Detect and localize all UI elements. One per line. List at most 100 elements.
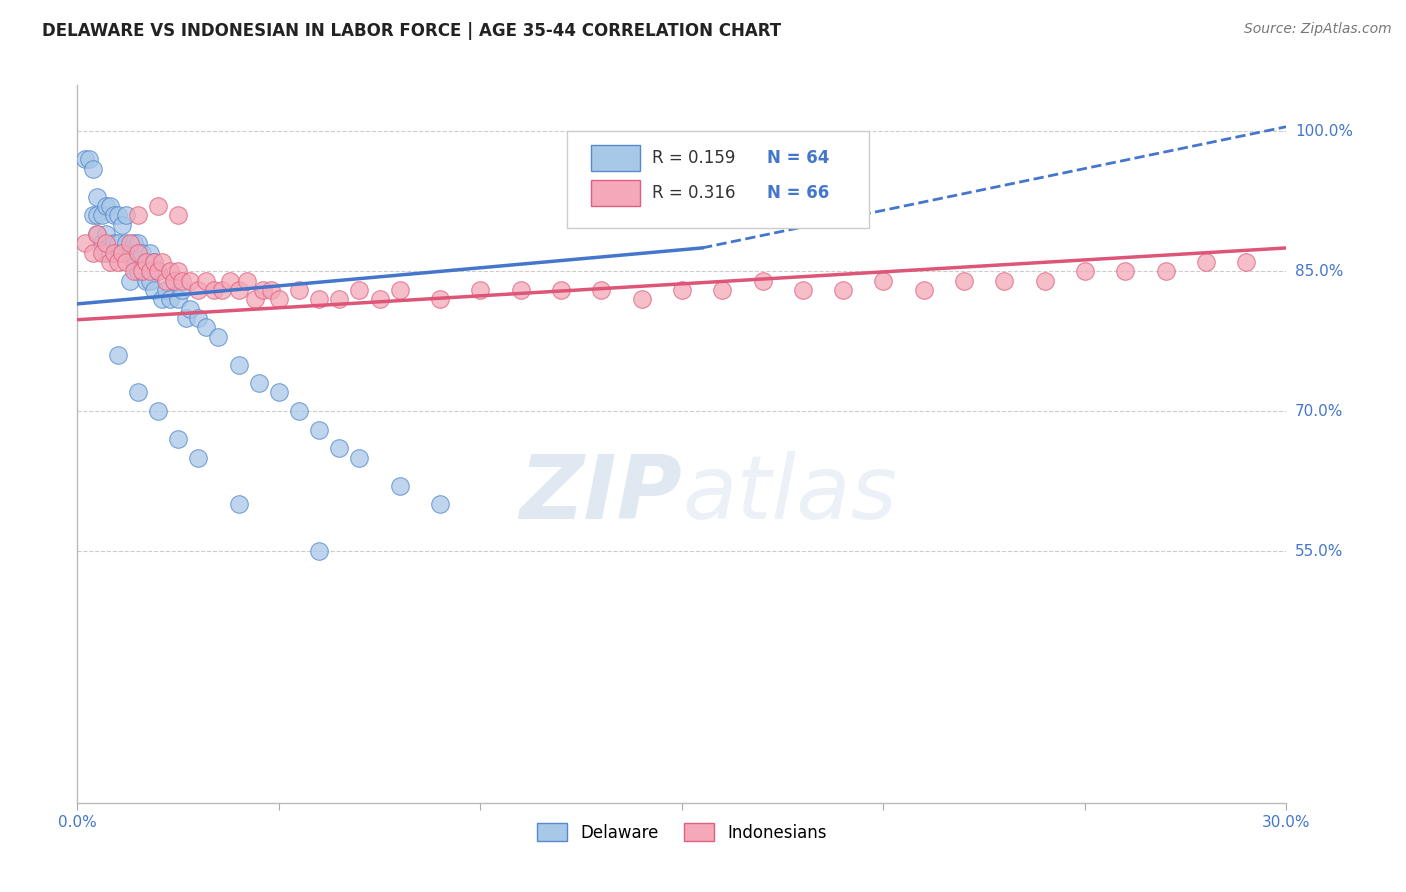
Point bbox=[127, 264, 149, 278]
Point bbox=[79, 153, 101, 167]
Text: 85.0%: 85.0% bbox=[1295, 264, 1343, 278]
Point bbox=[243, 292, 266, 306]
Point bbox=[135, 255, 157, 269]
Point bbox=[122, 255, 145, 269]
Point bbox=[86, 227, 108, 241]
Point bbox=[1154, 264, 1177, 278]
Point bbox=[308, 423, 330, 437]
Point bbox=[118, 245, 141, 260]
Point bbox=[75, 236, 97, 251]
Point bbox=[131, 264, 153, 278]
Point bbox=[671, 283, 693, 297]
Point bbox=[139, 245, 162, 260]
Point bbox=[235, 274, 257, 288]
Point bbox=[187, 310, 209, 325]
Point bbox=[131, 264, 153, 278]
Point bbox=[228, 497, 250, 511]
Point bbox=[470, 283, 492, 297]
Point bbox=[993, 274, 1015, 288]
Point bbox=[832, 283, 855, 297]
Point bbox=[1033, 274, 1056, 288]
Point bbox=[247, 376, 270, 391]
Point bbox=[114, 236, 136, 251]
Point bbox=[98, 245, 121, 260]
Point bbox=[127, 208, 149, 222]
Point bbox=[174, 310, 197, 325]
Point bbox=[211, 283, 233, 297]
Point bbox=[328, 292, 350, 306]
Point bbox=[388, 283, 411, 297]
Point bbox=[118, 274, 141, 288]
Point bbox=[288, 283, 311, 297]
Point bbox=[111, 245, 134, 260]
Point bbox=[163, 274, 186, 288]
Point bbox=[103, 208, 125, 222]
Point bbox=[82, 161, 104, 176]
Text: 100.0%: 100.0% bbox=[1295, 124, 1353, 139]
Point bbox=[150, 255, 173, 269]
Point bbox=[118, 236, 141, 251]
Point bbox=[751, 274, 773, 288]
Text: DELAWARE VS INDONESIAN IN LABOR FORCE | AGE 35-44 CORRELATION CHART: DELAWARE VS INDONESIAN IN LABOR FORCE | … bbox=[42, 22, 782, 40]
Text: Source: ZipAtlas.com: Source: ZipAtlas.com bbox=[1244, 22, 1392, 37]
Point bbox=[349, 450, 371, 465]
Point bbox=[90, 208, 112, 222]
Point bbox=[328, 442, 350, 456]
Point bbox=[872, 274, 894, 288]
Text: R = 0.316: R = 0.316 bbox=[652, 185, 735, 202]
Point bbox=[111, 245, 134, 260]
Point bbox=[349, 283, 371, 297]
Point bbox=[122, 264, 145, 278]
Point bbox=[228, 358, 250, 372]
Point bbox=[111, 218, 134, 232]
Point bbox=[139, 264, 162, 278]
Point bbox=[167, 292, 190, 306]
Point bbox=[82, 245, 104, 260]
Point bbox=[94, 199, 117, 213]
Point bbox=[267, 292, 290, 306]
Point bbox=[107, 208, 129, 222]
FancyBboxPatch shape bbox=[592, 145, 640, 170]
Text: N = 66: N = 66 bbox=[766, 185, 828, 202]
Point bbox=[146, 264, 169, 278]
Point bbox=[187, 283, 209, 297]
Point bbox=[131, 245, 153, 260]
Point bbox=[98, 199, 121, 213]
Point bbox=[114, 208, 136, 222]
Point bbox=[179, 274, 201, 288]
FancyBboxPatch shape bbox=[567, 131, 869, 228]
Text: R = 0.159: R = 0.159 bbox=[652, 149, 735, 167]
Point bbox=[127, 385, 149, 400]
Point bbox=[142, 283, 165, 297]
Point bbox=[163, 274, 186, 288]
Point bbox=[1114, 264, 1136, 278]
Text: 70.0%: 70.0% bbox=[1295, 404, 1343, 418]
Point bbox=[195, 320, 218, 334]
Point bbox=[792, 283, 814, 297]
Point bbox=[150, 292, 173, 306]
Point bbox=[142, 255, 165, 269]
Point bbox=[122, 236, 145, 251]
Text: ZIP: ZIP bbox=[519, 450, 682, 538]
Point bbox=[308, 544, 330, 558]
Point bbox=[139, 274, 162, 288]
Point bbox=[146, 199, 169, 213]
Point bbox=[159, 292, 181, 306]
Point bbox=[146, 404, 169, 418]
Point bbox=[202, 283, 225, 297]
Point bbox=[86, 189, 108, 203]
Point bbox=[509, 283, 531, 297]
Point bbox=[127, 236, 149, 251]
Point bbox=[86, 208, 108, 222]
Point bbox=[167, 432, 190, 446]
Point bbox=[953, 274, 976, 288]
Point bbox=[127, 245, 149, 260]
Point bbox=[167, 208, 190, 222]
Point bbox=[912, 283, 935, 297]
Text: atlas: atlas bbox=[682, 451, 897, 537]
Point bbox=[86, 227, 108, 241]
Point bbox=[591, 283, 613, 297]
Point bbox=[142, 255, 165, 269]
Point bbox=[1074, 264, 1097, 278]
Point bbox=[135, 255, 157, 269]
